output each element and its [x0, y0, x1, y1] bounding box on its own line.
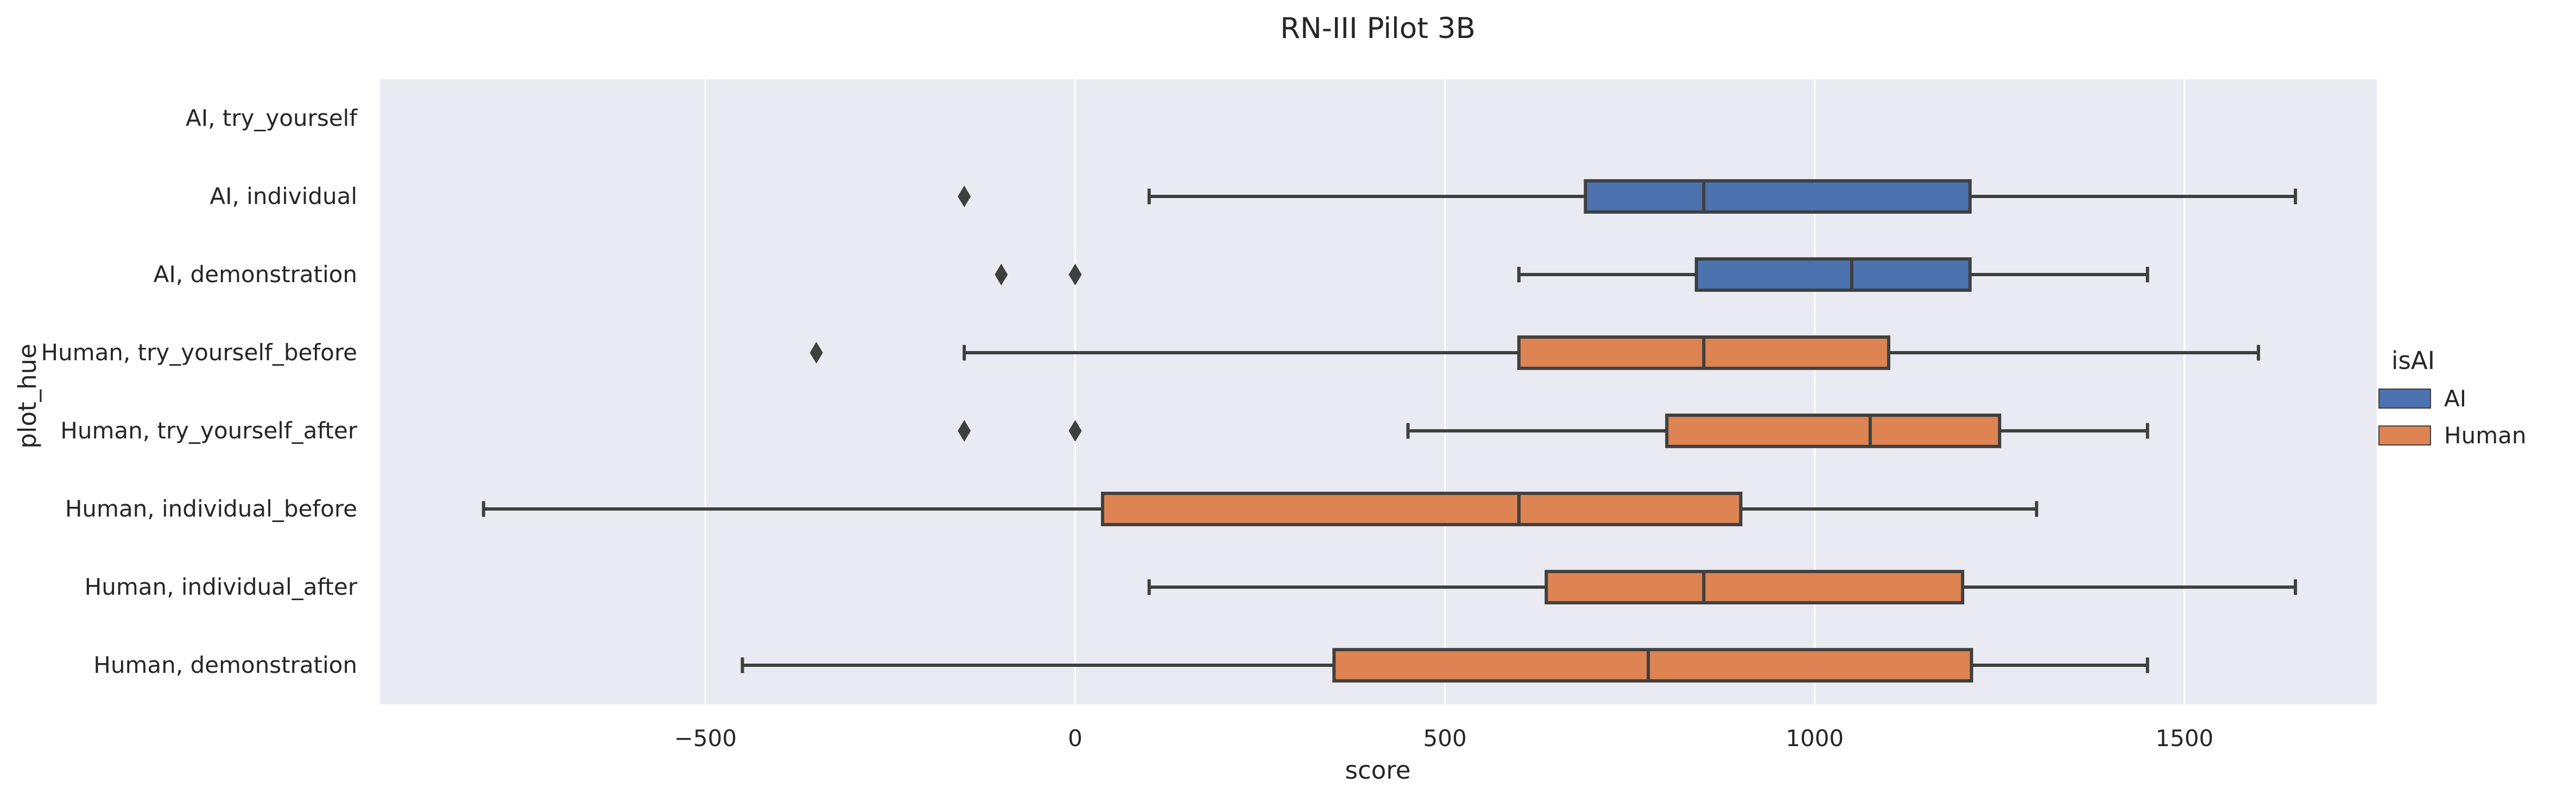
y-tick-label: AI, individual [210, 183, 357, 209]
boxes [482, 179, 2297, 683]
y-tick-label: Human, demonstration [93, 652, 357, 678]
outlier-point [1068, 264, 1082, 285]
x-tick-label: −500 [674, 725, 737, 752]
box-iqr [1694, 257, 1972, 292]
outlier-point [995, 264, 1008, 285]
outlier-point [809, 342, 823, 364]
legend-label: Human [2444, 422, 2526, 449]
chart-title: RN-III Pilot 3B [1280, 12, 1476, 45]
y-tick-label: AI, try_yourself [186, 105, 358, 131]
box-iqr [1332, 648, 1973, 683]
box-plot-item [809, 335, 2261, 370]
x-tick-labels: −500 0 500 1000 1500 [674, 725, 2214, 752]
x-tick-label: 500 [1423, 725, 1467, 752]
y-tick-label: Human, try_yourself_after [60, 417, 357, 444]
box-iqr [1545, 570, 1965, 604]
x-tick-label: 1500 [2155, 725, 2213, 752]
box-plot-item [995, 257, 2149, 292]
y-tick-labels: AI, try_yourself AI, individual AI, demons… [41, 105, 358, 678]
y-tick-label: AI, demonstration [154, 261, 357, 288]
plot-area [380, 79, 2377, 704]
y-axis-label: plot_hue [13, 343, 42, 448]
box-plot-item [958, 179, 2297, 214]
box-plot-item [958, 413, 2149, 448]
y-tick-label: Human, individual_after [85, 574, 358, 600]
legend-title: isAI [2391, 346, 2435, 375]
legend: isAI AI Human [2378, 346, 2526, 449]
outlier-point [1068, 420, 1082, 442]
x-tick-label: 0 [1068, 725, 1083, 752]
box-plot-item [482, 492, 2039, 526]
box-plot-item [740, 648, 2149, 683]
y-tick-label: Human, individual_before [65, 495, 357, 522]
box-iqr [1100, 492, 1743, 526]
box-plot-item [1147, 570, 2297, 604]
box-iqr [1584, 179, 1972, 214]
legend-swatch [2378, 389, 2431, 409]
y-tick-label: Human, try_yourself_before [41, 339, 357, 366]
x-tick-label: 1000 [1786, 725, 1844, 752]
legend-label: AI [2444, 385, 2466, 412]
legend-swatch [2378, 425, 2431, 445]
outlier-point [958, 186, 971, 207]
x-axis-label: score [1345, 756, 1411, 785]
box-iqr [1665, 413, 2002, 448]
outlier-point [958, 420, 971, 442]
